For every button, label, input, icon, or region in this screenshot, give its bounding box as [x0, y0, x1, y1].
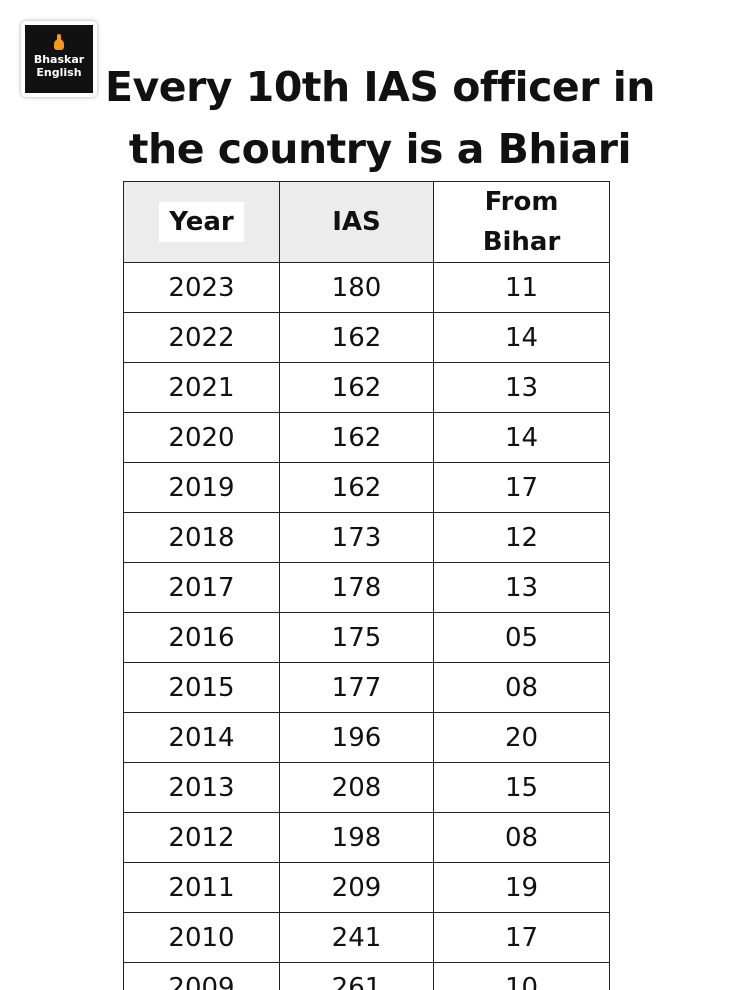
cell-year: 2022: [123, 312, 280, 363]
cell-from-bihar: 20: [433, 712, 610, 763]
cell-ias: 208: [279, 762, 434, 813]
cell-from-bihar: 08: [433, 662, 610, 713]
table-row: 2021 162 13: [123, 362, 610, 413]
column-header-label: IAS: [332, 207, 381, 237]
table-row: 2022 162 14: [123, 312, 610, 363]
cell-from-bihar: 15: [433, 762, 610, 813]
table-body: 2023 180 11 2022 162 14 2021 162 13 2020 162 14 2019…: [123, 262, 610, 990]
cell-year: 2020: [123, 412, 280, 463]
cell-year: 2012: [123, 812, 280, 863]
table-row: 2016 175 05: [123, 612, 610, 663]
page-title-line1: Every 10th IAS officer in: [105, 63, 655, 111]
cell-ias: 162: [279, 412, 434, 463]
cell-from-bihar: 08: [433, 812, 610, 863]
table-row: 2014 196 20: [123, 712, 610, 763]
table-row: 2023 180 11: [123, 262, 610, 313]
cell-year: 2014: [123, 712, 280, 763]
brand-name-line1: Bhaskar: [33, 53, 85, 66]
cell-from-bihar: 17: [433, 462, 610, 513]
table-row: 2009 261 10: [123, 962, 610, 990]
cell-year: 2016: [123, 612, 280, 663]
cell-ias: 177: [279, 662, 434, 713]
page-title: Every 10th IAS officer in the country is…: [80, 56, 680, 180]
cell-year: 2021: [123, 362, 280, 413]
brand-logo: Bhaskar English: [21, 21, 97, 97]
column-header-from-bihar: From Bihar: [433, 181, 610, 263]
table-row: 2019 162 17: [123, 462, 610, 513]
cell-year: 2018: [123, 512, 280, 563]
column-header-label: Year: [159, 202, 244, 242]
table-row: 2011 209 19: [123, 862, 610, 913]
cell-ias: 162: [279, 462, 434, 513]
cell-from-bihar: 13: [433, 362, 610, 413]
cell-year: 2015: [123, 662, 280, 713]
flame-icon: [54, 34, 64, 50]
cell-year: 2011: [123, 862, 280, 913]
cell-ias: 162: [279, 362, 434, 413]
cell-from-bihar: 12: [433, 512, 610, 563]
cell-ias: 261: [279, 962, 434, 990]
page-title-line2: the country is a Bhiari: [128, 125, 632, 173]
table-row: 2012 198 08: [123, 812, 610, 863]
column-header-label: From Bihar: [434, 182, 609, 262]
cell-year: 2010: [123, 912, 280, 963]
table-row: 2017 178 13: [123, 562, 610, 613]
cell-ias: 198: [279, 812, 434, 863]
table-row: 2013 208 15: [123, 762, 610, 813]
table-header-row: Year IAS From Bihar: [123, 181, 610, 263]
cell-from-bihar: 13: [433, 562, 610, 613]
brand-name-line2: English: [36, 66, 82, 79]
cell-ias: 178: [279, 562, 434, 613]
table-row: 2018 173 12: [123, 512, 610, 563]
cell-from-bihar: 10: [433, 962, 610, 990]
cell-year: 2019: [123, 462, 280, 513]
brand-logo-badge: Bhaskar English: [25, 25, 93, 93]
cell-from-bihar: 17: [433, 912, 610, 963]
table-row: 2010 241 17: [123, 912, 610, 963]
column-header-ias: IAS: [279, 181, 434, 263]
cell-year: 2009: [123, 962, 280, 990]
cell-ias: 162: [279, 312, 434, 363]
cell-ias: 196: [279, 712, 434, 763]
table-row: 2015 177 08: [123, 662, 610, 713]
column-header-year: Year: [123, 181, 280, 263]
cell-ias: 209: [279, 862, 434, 913]
cell-year: 2013: [123, 762, 280, 813]
cell-ias: 175: [279, 612, 434, 663]
cell-from-bihar: 14: [433, 412, 610, 463]
table-row: 2020 162 14: [123, 412, 610, 463]
cell-year: 2023: [123, 262, 280, 313]
cell-from-bihar: 05: [433, 612, 610, 663]
cell-ias: 173: [279, 512, 434, 563]
cell-ias: 241: [279, 912, 434, 963]
ias-data-table: Year IAS From Bihar 2023 180 11 2022 162 14 20…: [123, 181, 610, 990]
cell-from-bihar: 11: [433, 262, 610, 313]
cell-year: 2017: [123, 562, 280, 613]
cell-from-bihar: 19: [433, 862, 610, 913]
cell-from-bihar: 14: [433, 312, 610, 363]
cell-ias: 180: [279, 262, 434, 313]
